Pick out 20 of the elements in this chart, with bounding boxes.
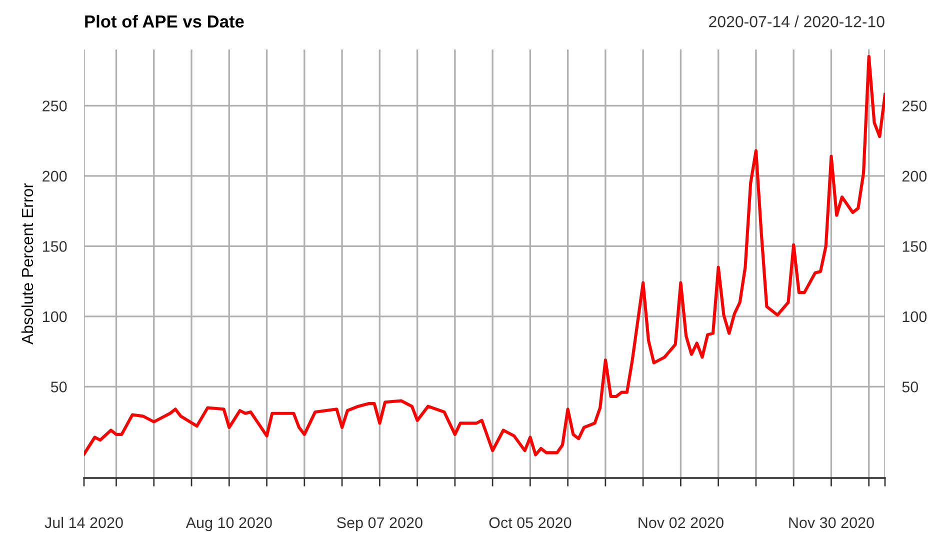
x-tick-label: Jul 14 2020 [44, 516, 123, 528]
y-tick-label: 100 [43, 311, 67, 322]
y-tick-label: 50 [50, 382, 67, 392]
y2-tick-label: 100 [902, 311, 927, 322]
x-tick-label: Aug 10 2020 [186, 517, 272, 532]
y-axis-title: Absolute Percent Error [21, 183, 34, 344]
chart-subtitle: 2020-07-14 / 2020-12-10 [709, 16, 884, 28]
x-tick-label: Sep 07 2020 [337, 517, 422, 532]
y-tick-label: 250 [42, 100, 67, 112]
y2-tick-label: 50 [902, 382, 918, 392]
y2-tick-label: 250 [902, 100, 927, 112]
y-tick-label: 150 [43, 241, 67, 252]
y-tick-label: 200 [42, 170, 67, 182]
chart-title: Plot of APE vs Date [85, 14, 244, 28]
line-series [84, 54, 885, 456]
x-tick-label: Nov 02 2020 [638, 517, 724, 528]
y2-tick-label: 200 [902, 170, 927, 182]
x-tick-label: Oct 05 2020 [489, 517, 572, 528]
x-tick-label: Nov 30 2020 [789, 517, 874, 528]
y2-tick-label: 150 [902, 241, 927, 252]
